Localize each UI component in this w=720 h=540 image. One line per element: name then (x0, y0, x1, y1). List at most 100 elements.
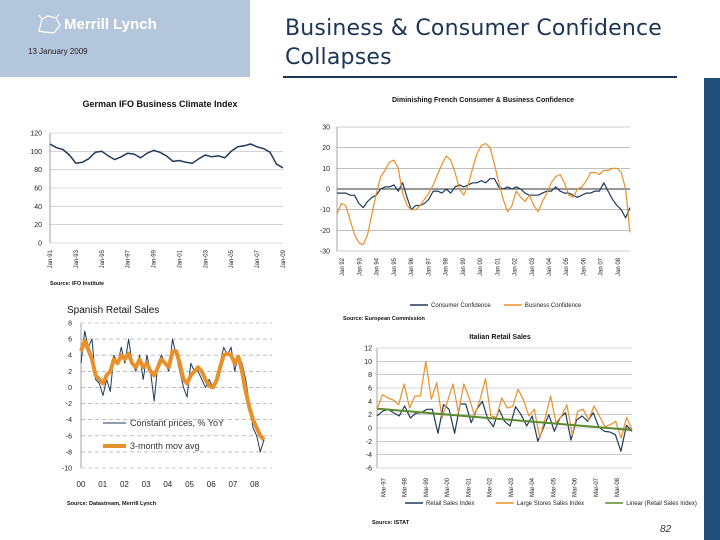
x-tick-label: Mar-99 (424, 477, 430, 497)
y-tick-label: 6 (68, 337, 72, 344)
x-tick-label: Mar-00 (445, 477, 451, 497)
series-line-2 (376, 360, 633, 439)
x-tick-label: 03 (142, 480, 151, 489)
x-tick-label: Jan 02 (513, 257, 519, 276)
y-tick-label: 6 (368, 386, 372, 393)
chart-title: Spanish Retail Sales (67, 305, 159, 316)
y-tick-label: -8 (66, 449, 72, 456)
x-tick-label: Jan-91 (48, 249, 54, 268)
x-tick-label: Jan 95 (392, 257, 398, 276)
x-tick-label: Jan 97 (426, 257, 432, 276)
x-tick-label: Jan-95 (100, 249, 106, 268)
x-tick-label: Mar-97 (381, 477, 387, 497)
series-line-3 (376, 407, 633, 431)
x-tick-label: Jan 92 (340, 257, 346, 276)
y-tick-label: 0 (326, 187, 330, 194)
slide-title: Business & Consumer Confidence Collapses (285, 14, 662, 72)
y-tick-label: -4 (366, 452, 372, 459)
y-tick-label: -2 (366, 439, 372, 446)
y-tick-label: 2 (368, 412, 372, 419)
x-tick-label: Jan-01 (177, 249, 183, 268)
x-tick-label: Jan 01 (495, 257, 501, 276)
y-tick-label: 80 (34, 167, 42, 174)
x-tick-label: 07 (228, 480, 237, 489)
x-tick-label: Jan-93 (74, 249, 80, 268)
x-tick-label: Jan 93 (357, 257, 363, 276)
y-tick-label: 30 (322, 125, 330, 132)
legend-label: Linear (Retail Sales Index) (626, 501, 697, 507)
x-tick-label: 00 (77, 480, 86, 489)
chart-title: Italian Retail Sales (469, 334, 531, 341)
y-tick-label: -10 (320, 207, 330, 214)
x-tick-label: Mar-05 (551, 477, 557, 497)
legend-label: Retail Sales Index (426, 501, 474, 507)
y-tick-label: -2 (66, 401, 72, 408)
x-tick-label: Mar-04 (530, 477, 536, 497)
x-tick-label: Mar-06 (573, 477, 579, 497)
merrill-lynch-logo: Merrill Lynch (36, 13, 157, 35)
y-tick-label: 12 (364, 346, 372, 353)
y-tick-label: -4 (66, 417, 72, 424)
legend-label: Consumer Confidence (431, 303, 491, 309)
y-tick-label: 120 (30, 131, 42, 138)
x-tick-label: Mar-02 (488, 477, 494, 497)
chart-2: Diminishing French Consumer & Business C… (320, 97, 631, 322)
x-tick-label: Mar-98 (403, 477, 409, 497)
x-tick-label: Jan 94 (375, 257, 381, 276)
y-tick-label: 60 (34, 186, 42, 193)
series-line-2 (336, 142, 631, 246)
page-number: 82 (660, 524, 672, 535)
y-tick-label: 20 (322, 145, 330, 152)
y-tick-label: 4 (68, 353, 72, 360)
chart-source: Source: ISTAT (372, 520, 410, 526)
y-tick-label: 0 (38, 241, 42, 248)
x-tick-label: Jan 04 (547, 257, 553, 276)
y-tick-label: 8 (368, 372, 372, 379)
side-bar (704, 78, 720, 540)
x-tick-label: 02 (120, 480, 129, 489)
y-tick-label: 10 (322, 166, 330, 173)
x-tick-label: 05 (185, 480, 194, 489)
chart-4: Italian Retail Sales -6 -4 -2 0 2 4 6 8 10 12 Mar-9… (364, 334, 697, 526)
x-tick-label: Jan 98 (444, 257, 450, 276)
x-tick-label: Mar-01 (466, 477, 472, 497)
chart-title: German IFO Business Climate Index (82, 99, 237, 109)
y-tick-label: 40 (34, 204, 42, 211)
x-tick-label: 01 (98, 480, 107, 489)
chart-title: Diminishing French Consumer & Business C… (392, 97, 574, 104)
x-tick-label: 08 (250, 480, 259, 489)
y-tick-label: -30 (320, 249, 330, 256)
x-tick-label: Mar-08 (615, 477, 621, 497)
y-tick-label: -20 (320, 228, 330, 235)
x-tick-label: Jan-05 (229, 249, 235, 268)
chart-source: Source: IFO Institute (50, 281, 104, 287)
x-tick-label: Jan-03 (203, 249, 209, 268)
title-line-2: Collapses (285, 45, 392, 70)
x-tick-label: Jan 08 (616, 257, 622, 276)
header-banner (0, 0, 250, 77)
title-line-1: Business & Consumer Confidence (285, 16, 663, 41)
x-tick-label: Jan 99 (461, 257, 467, 276)
x-tick-label: Mar-07 (594, 477, 600, 497)
y-tick-label: 4 (368, 399, 372, 406)
x-tick-label: Jan-07 (255, 249, 261, 268)
x-tick-label: Jan 06 (581, 257, 587, 276)
y-tick-label: 2 (68, 369, 72, 376)
series-line-2 (79, 338, 266, 442)
legend-label: Constant prices, % YoY (130, 418, 224, 428)
y-tick-label: 0 (68, 385, 72, 392)
chart-source: Source: European Commission (343, 316, 426, 322)
brand-name: Merrill Lynch (64, 15, 157, 33)
legend-label: Large Stores Sales Index (517, 501, 584, 507)
report-date: 13 January 2009 (28, 47, 88, 56)
legend-label: Business Confidence (525, 303, 582, 309)
y-tick-label: -10 (62, 466, 72, 473)
x-tick-label: 04 (163, 480, 172, 489)
y-tick-label: 0 (368, 426, 372, 433)
x-tick-label: Jan-09 (281, 249, 287, 268)
x-tick-label: Mar-03 (509, 477, 515, 497)
series-line-1 (49, 143, 284, 169)
x-tick-label: Jan 05 (564, 257, 570, 276)
